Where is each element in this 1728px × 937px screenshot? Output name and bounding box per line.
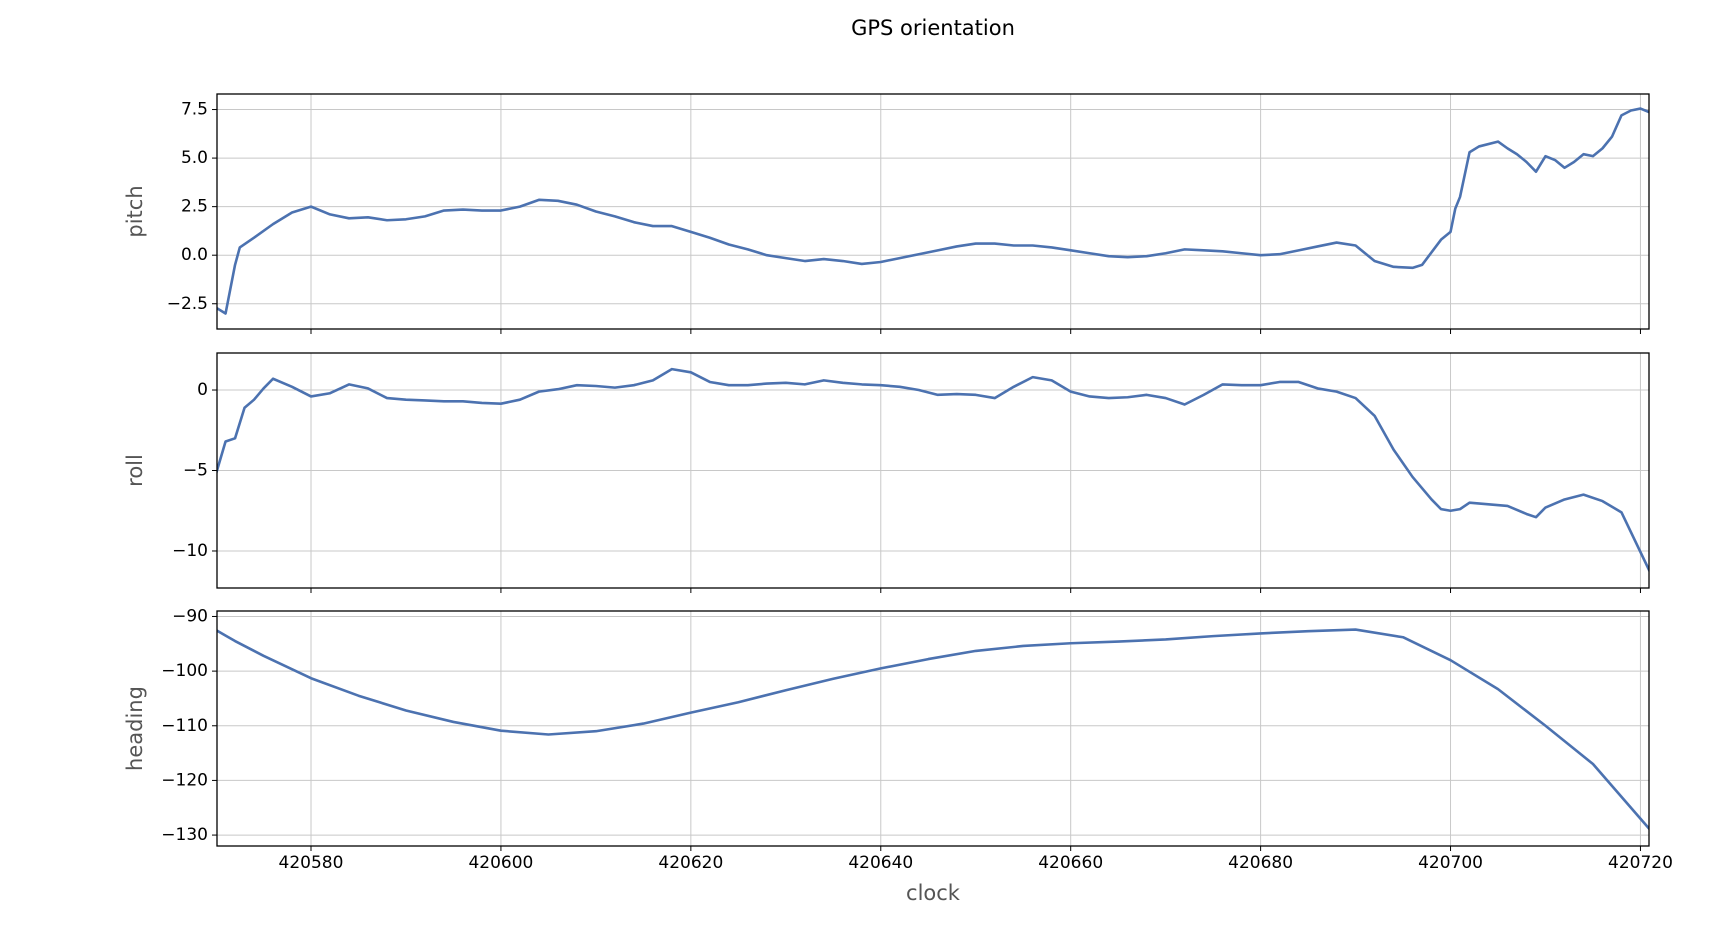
x-axis-label: clock	[906, 881, 961, 905]
x-tick-label: 420660	[1038, 853, 1103, 873]
y-tick-label: −100	[161, 661, 208, 681]
data-line	[217, 628, 1649, 831]
y-tick-label: 0.0	[181, 245, 208, 265]
plot-frame	[216, 610, 1650, 847]
y-axis-label: heading	[123, 686, 147, 771]
x-tick-label: 420580	[279, 853, 344, 873]
y-tick-label: −120	[161, 770, 208, 790]
y-tick-label: 5.0	[181, 148, 208, 168]
y-axis-label: roll	[123, 454, 147, 487]
plot-frame	[216, 352, 1650, 589]
y-tick-label: 2.5	[181, 197, 208, 217]
y-tick-label: −110	[161, 716, 208, 736]
y-tick-label: −2.5	[167, 294, 208, 314]
plot-frame	[216, 93, 1650, 330]
y-axis-label: pitch	[123, 185, 147, 237]
y-tick-label: −5	[183, 461, 208, 481]
x-tick-label: 420700	[1418, 853, 1483, 873]
x-tick-label: 420620	[658, 853, 723, 873]
y-tick-label: −90	[172, 606, 208, 626]
x-tick-label: 420640	[848, 853, 913, 873]
y-tick-label: 7.5	[181, 100, 208, 120]
x-tick-label: 420680	[1228, 853, 1293, 873]
y-tick-label: −10	[172, 541, 208, 561]
x-tick-label: 420720	[1608, 853, 1673, 873]
x-tick-label: 420600	[468, 853, 533, 873]
data-line	[217, 107, 1649, 315]
chart-title: GPS orientation	[851, 16, 1015, 40]
y-tick-label: −130	[161, 825, 208, 845]
data-line	[217, 367, 1649, 573]
y-tick-label: 0	[197, 380, 208, 400]
